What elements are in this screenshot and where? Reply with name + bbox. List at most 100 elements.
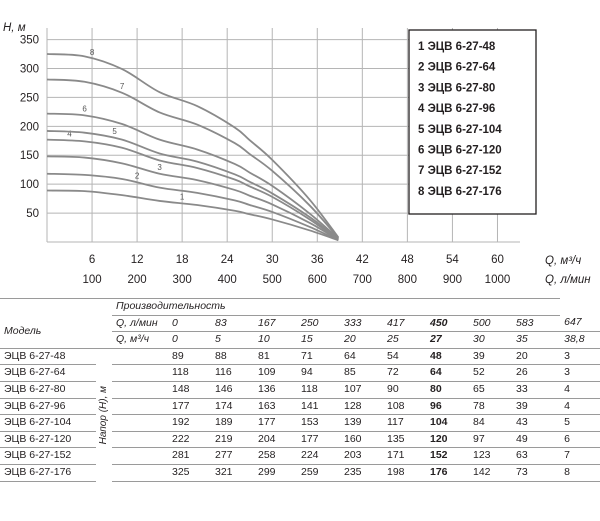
x-tick-label-lmin: 200 (128, 274, 147, 286)
q-lmin-value: 500 (469, 315, 512, 333)
value-cell: 222 (168, 431, 211, 449)
y-tick-label: 300 (20, 63, 39, 75)
value-cell: 224 (297, 447, 340, 465)
q-m3h-value: 15 (297, 331, 340, 349)
label-column-cell (112, 414, 168, 432)
value-cell: 136 (254, 381, 297, 399)
label-column-cell (112, 447, 168, 465)
q-lmin-value: 450 (426, 315, 469, 333)
table-row: ЭЦВ 6-27-80 148 146 136 118 107 90 80 65 33 4 (0, 381, 600, 399)
q-lmin-label: Q, л/мин (112, 315, 168, 333)
value-cell: 177 (168, 398, 211, 416)
table-header-side (96, 315, 112, 332)
x-tick-label-lmin: 500 (263, 274, 282, 286)
chart-legend: 1 ЭЦВ 6-27-48 2 ЭЦВ 6-27-64 3 ЭЦВ 6-27-80 4… (408, 29, 537, 215)
curve-1 (46, 189, 339, 242)
label-column-cell (112, 398, 168, 416)
value-cell: 120 (426, 431, 469, 449)
x-tick-label-lmin: 800 (398, 274, 417, 286)
value-cell: 49 (512, 431, 561, 449)
value-cell: 235 (340, 464, 383, 482)
value-cell: 152 (426, 447, 469, 465)
value-cell: 48 (426, 348, 469, 366)
legend-item: 4 ЭЦВ 6-27-96 (418, 103, 495, 115)
x-tick-label-lmin: 900 (443, 274, 462, 286)
x-tick-label-lmin: 300 (173, 274, 192, 286)
chart-curves: 1 2 3 4 5 6 7 8 (46, 48, 340, 242)
q-m3h-value: 30 (469, 331, 512, 349)
q-m3h-value: 35 (512, 331, 561, 349)
q-m3h-value: 0 (168, 331, 211, 349)
value-cell: 89 (168, 348, 211, 366)
y-tick-label: 200 (20, 121, 39, 133)
x-tick-label-lmin: 1000 (485, 274, 511, 286)
legend-item: 1 ЭЦВ 6-27-48 (418, 41, 496, 53)
value-cell: 128 (340, 398, 383, 416)
curve-label-1: 1 (180, 192, 185, 201)
model-cell: ЭЦВ 6-27-120 (0, 431, 96, 449)
table-row: ЭЦВ 6-27-48 Напор (Н), м 89 88 81 71 64 54 48 39 2… (0, 348, 600, 444)
curve-3 (46, 155, 339, 241)
value-cell: 325 (168, 464, 211, 482)
value-cell: 118 (297, 381, 340, 399)
chart-ticks: 5010015020025030035061001220018300244003… (20, 35, 510, 286)
value-cell: 203 (340, 447, 383, 465)
value-cell: 118 (168, 364, 211, 382)
y-tick-label: 100 (20, 179, 39, 191)
q-m3h-label: Q, м³/ч (112, 331, 168, 349)
curve-label-2: 2 (135, 171, 140, 180)
value-cell: 71 (297, 348, 340, 366)
value-cell: 321 (211, 464, 254, 482)
x-tick-label-m3h: 54 (446, 254, 459, 266)
q-lmin-value: 647 (560, 315, 600, 333)
value-cell: 65 (469, 381, 512, 399)
value-cell: 123 (469, 447, 512, 465)
y-axis-title: H, м (3, 22, 26, 34)
value-cell: 146 (211, 381, 254, 399)
y-tick-label: 150 (20, 150, 39, 162)
value-cell: 117 (383, 414, 426, 432)
productivity-header: Производительность (112, 298, 561, 316)
legend-box (408, 29, 537, 215)
performance-table: Производительность Модель Q, л/мин 0 83 16… (0, 298, 600, 482)
value-cell: 64 (426, 364, 469, 382)
table-row: ЭЦВ 6-27-120 222 219 204 177 160 135 120 97 49 6 (0, 431, 600, 449)
value-cell: 7 (560, 447, 600, 465)
x-tick-label-m3h: 18 (176, 254, 189, 266)
value-cell: 177 (297, 431, 340, 449)
curve-label-8: 8 (90, 48, 95, 57)
value-cell: 33 (512, 381, 561, 399)
table-row: ЭЦВ 6-27-104 192 189 177 153 139 117 104 84 43 5 (0, 414, 600, 432)
value-cell: 26 (512, 364, 561, 382)
value-cell: 259 (297, 464, 340, 482)
value-cell: 174 (211, 398, 254, 416)
value-cell: 139 (340, 414, 383, 432)
q-lmin-value: 0 (168, 315, 211, 333)
value-cell: 163 (254, 398, 297, 416)
value-cell: 198 (383, 464, 426, 482)
curve-8 (46, 53, 340, 238)
value-cell: 135 (383, 431, 426, 449)
model-cell: ЭЦВ 6-27-104 (0, 414, 96, 432)
value-cell: 90 (383, 381, 426, 399)
table-row: ЭЦВ 6-27-176 325 321 299 259 235 198 176 142 73 8 (0, 464, 600, 482)
x-tick-label-m3h: 60 (491, 254, 504, 266)
value-cell: 204 (254, 431, 297, 449)
model-cell: ЭЦВ 6-27-48 (0, 348, 96, 366)
value-cell: 107 (340, 381, 383, 399)
value-cell: 94 (297, 364, 340, 382)
value-cell: 64 (340, 348, 383, 366)
y-tick-label: 350 (20, 35, 39, 47)
q-lmin-value: 250 (297, 315, 340, 333)
value-cell: 109 (254, 364, 297, 382)
x-tick-label-lmin: 700 (353, 274, 372, 286)
table-corner (0, 298, 96, 316)
value-cell: 6 (560, 431, 600, 449)
q-lmin-value: 417 (383, 315, 426, 333)
value-cell: 142 (469, 464, 512, 482)
q-m3h-value: 5 (211, 331, 254, 349)
model-cell: ЭЦВ 6-27-64 (0, 364, 96, 382)
performance-table-container: Производительность Модель Q, л/мин 0 83 16… (0, 298, 600, 482)
model-cell: ЭЦВ 6-27-152 (0, 447, 96, 465)
